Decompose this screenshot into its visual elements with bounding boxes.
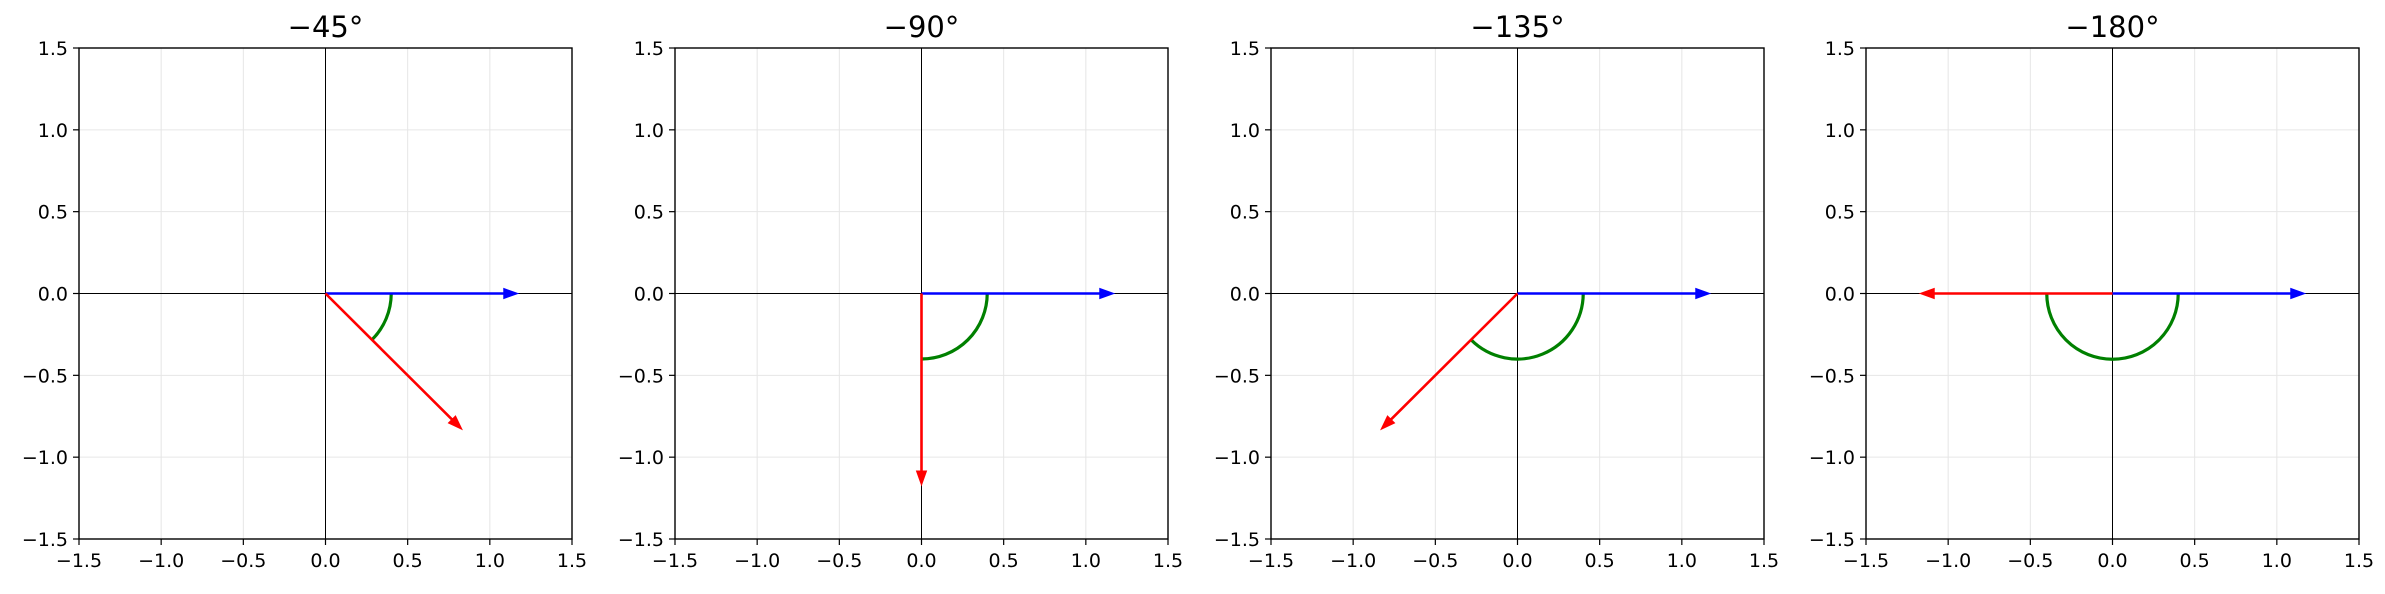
x-tick-label: −0.5	[816, 550, 862, 572]
y-tick-label: −0.5	[1809, 365, 1855, 387]
x-tick-label: 1.0	[1667, 550, 1697, 572]
x-tick-label: −1.5	[1248, 550, 1294, 572]
x-tick-label: −0.5	[1412, 550, 1458, 572]
x-tick-label: 0.5	[989, 550, 1019, 572]
y-tick-label: 0.0	[1825, 284, 1855, 306]
rotated-vector-head	[1380, 415, 1396, 431]
x-tick-label: 1.0	[475, 550, 505, 572]
y-tick-label: −0.5	[618, 365, 664, 387]
y-tick-label: 0.5	[1825, 202, 1855, 224]
y-tick-label: 0.5	[1230, 202, 1260, 224]
x-tick-label: −1.0	[1330, 550, 1376, 572]
rotated-vector-head	[447, 415, 463, 431]
y-tick-label: 1.0	[1230, 120, 1260, 142]
plot-frame	[1865, 47, 2360, 540]
reference-vector-head	[1099, 287, 1116, 300]
y-tick-label: 1.5	[1230, 38, 1260, 60]
y-tick-label: 1.5	[1825, 38, 1855, 60]
y-tick-label: 0.5	[634, 202, 664, 224]
y-tick-label: 0.0	[634, 284, 664, 306]
y-tick-label: 1.5	[634, 38, 664, 60]
x-tick-label: 0.0	[906, 550, 936, 572]
y-tick-label: −1.0	[618, 447, 664, 469]
x-tick-label: 1.5	[2344, 550, 2374, 572]
reference-vector-head	[2290, 287, 2307, 300]
angle-arc	[2045, 293, 2180, 361]
x-tick-label: 0.0	[1502, 550, 1532, 572]
plot-frame	[674, 47, 1169, 540]
reference-vector-head	[503, 287, 520, 300]
x-tick-label: 1.5	[1153, 550, 1183, 572]
y-tick-label: −0.5	[22, 365, 68, 387]
chart-title: −45°	[288, 10, 364, 44]
x-tick-label: −0.5	[2007, 550, 2053, 572]
x-tick-label: −1.5	[56, 550, 102, 572]
rotated-vector-shaft	[324, 292, 453, 421]
angle-arc	[921, 293, 989, 361]
x-tick-label: 0.5	[393, 550, 423, 572]
y-tick-label: 1.0	[634, 120, 664, 142]
x-tick-label: 1.0	[1071, 550, 1101, 572]
x-tick-label: −1.5	[652, 550, 698, 572]
plot-frame	[1270, 47, 1765, 540]
x-tick-label: 1.0	[2262, 550, 2292, 572]
chart-panel-3: −135° −1.5−1.5 −1.0 −1.0 −0.5 −0.5 0.0 0.0 0.5 0.…	[1214, 10, 1779, 572]
angle-arc	[370, 293, 393, 341]
y-tick-label: −1.0	[22, 447, 68, 469]
x-tick-label: 1.5	[1749, 550, 1779, 572]
y-tick-label: 1.5	[38, 38, 68, 60]
y-tick-label: −1.5	[618, 529, 664, 551]
x-tick-label: −1.0	[138, 550, 184, 572]
x-tick-label: −0.5	[220, 550, 266, 572]
y-tick-label: 0.0	[38, 284, 68, 306]
y-tick-label: −1.0	[1809, 447, 1855, 469]
x-tick-label: 1.5	[557, 550, 587, 572]
y-tick-label: 0.0	[1230, 284, 1260, 306]
chart-panel-2: −90° −1.5−1.5 −1.0 −1.0 −0.5 −0.5 0.0 0.0 0.5 0.5…	[618, 10, 1183, 572]
x-tick-label: −1.0	[734, 550, 780, 572]
x-tick-label: −1.5	[1843, 550, 1889, 572]
x-tick-label: 0.0	[310, 550, 340, 572]
chart-panel-4: −180° −1.5−1.5 −1.0 −1.0 −0.5 −0.5 0.0 0.0 0.5 0.…	[1809, 10, 2374, 572]
rotated-vector-head	[1918, 287, 1935, 300]
y-tick-label: 0.5	[38, 202, 68, 224]
y-tick-label: −1.0	[1214, 447, 1260, 469]
chart-title: −90°	[884, 10, 960, 44]
x-tick-label: 0.0	[2097, 550, 2127, 572]
y-tick-label: −1.5	[22, 529, 68, 551]
chart-title: −180°	[2065, 10, 2159, 44]
rotated-vector-head	[915, 470, 928, 487]
y-tick-label: 1.0	[1825, 120, 1855, 142]
x-tick-label: 0.5	[2180, 550, 2210, 572]
rotated-vector-shaft	[1390, 292, 1519, 421]
x-tick-label: −1.0	[1925, 550, 1971, 572]
plot-frame	[78, 47, 573, 540]
chart-panel-1: −45° −1.5−1.5 −1.0 −1.0 −0.5 −0.5 0.0 0.0 0.5 0.5…	[22, 10, 587, 572]
y-tick-label: −0.5	[1214, 365, 1260, 387]
reference-vector-head	[1695, 287, 1712, 300]
angle-arc	[1469, 293, 1585, 361]
x-tick-label: 0.5	[1585, 550, 1615, 572]
y-tick-label: −1.5	[1214, 529, 1260, 551]
y-tick-label: −1.5	[1809, 529, 1855, 551]
y-tick-label: 1.0	[38, 120, 68, 142]
chart-title: −135°	[1470, 10, 1564, 44]
